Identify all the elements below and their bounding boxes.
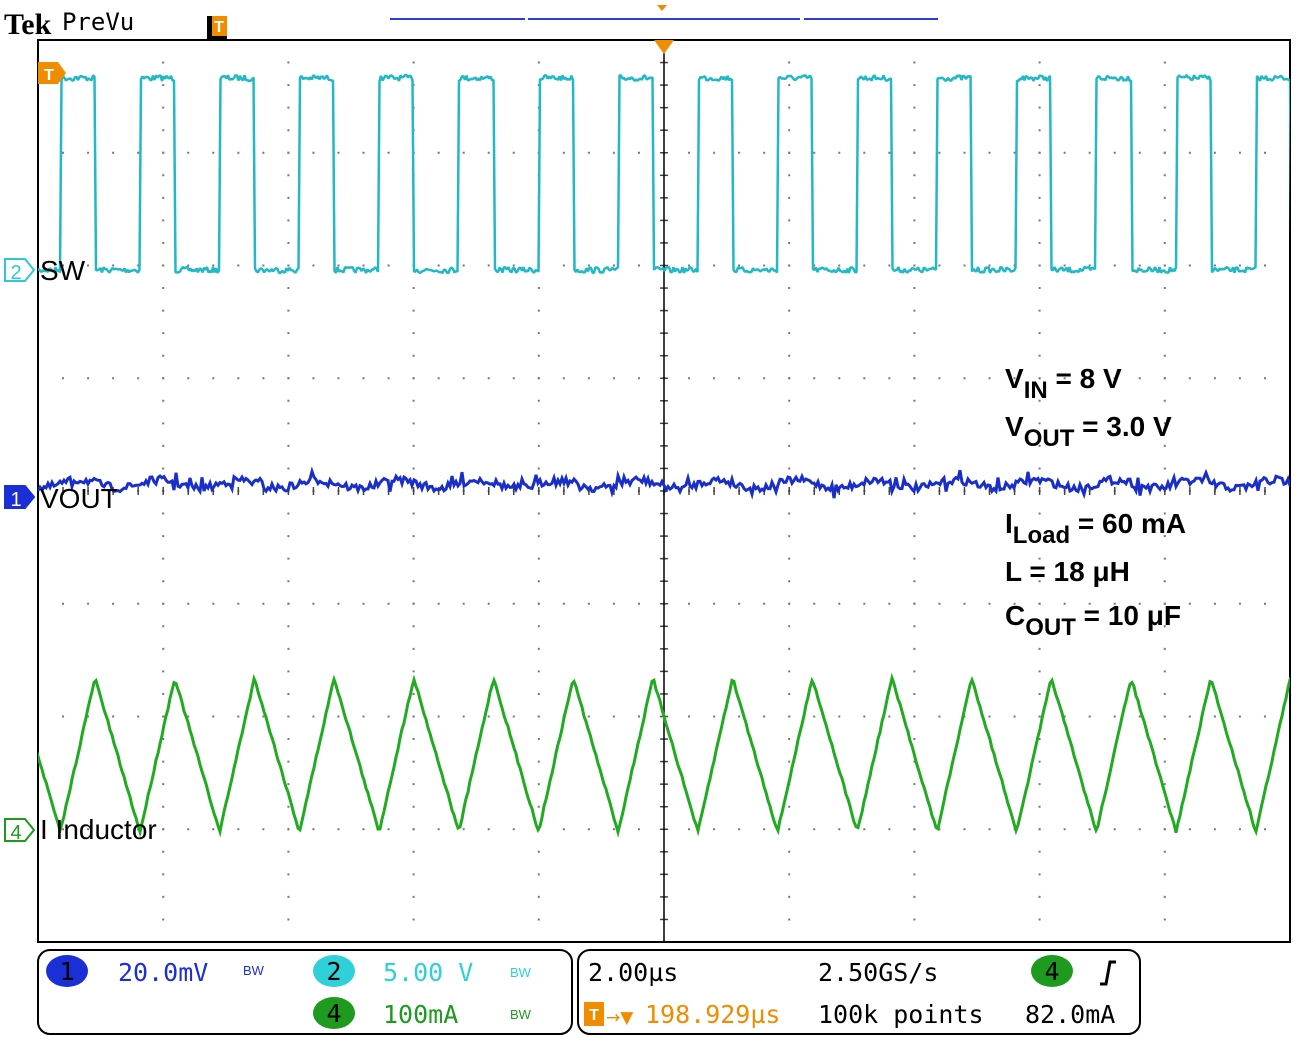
condition-subscript: OUT [1025,614,1076,641]
condition-symbol: C [1005,600,1025,631]
trigger-level: 82.0mA [1025,1000,1115,1029]
brand: Tek [4,8,52,41]
record-trigger-mark [657,5,667,11]
bw-limit: BW [243,963,265,978]
trigger-source: 4 [1044,957,1059,986]
sample-rate: 2.50GS/s [818,958,938,987]
condition-symbol: I [1005,508,1013,539]
scale-value: 20.0mV [118,958,208,987]
condition: COUT = 10 μF [1005,600,1181,641]
ch1-marker-text: 1 [10,489,21,511]
badge-text: 2 [326,957,341,986]
trigger-badge-text: T [214,19,224,36]
trigger-level-text: T [44,67,54,84]
badge-text: 4 [326,999,341,1028]
trigger-pos-arrow: →▼ [606,1008,634,1028]
condition-value: = 10 μF [1076,600,1181,631]
bw-limit: BW [510,1007,532,1022]
ch2-marker-text: 2 [10,262,21,284]
scale-value: 5.00 V [383,958,473,987]
trace-label: SW [40,255,86,286]
condition-value: = 60 mA [1070,508,1186,539]
condition: VIN = 8 V [1005,363,1122,404]
trigger-pos-badge-text: T [589,1007,599,1024]
time-per-div: 2.00µs [588,958,678,987]
trace-label: I Inductor [40,814,157,845]
condition-value: = 18 μH [1022,556,1130,587]
badge-text: 1 [59,957,74,986]
condition: ILoad = 60 mA [1005,508,1186,549]
trigger-position: 198.929µs [645,1000,780,1029]
condition-symbol: V [1005,411,1024,442]
vout-trace [38,470,1292,498]
trigger-position-mark [654,40,674,54]
condition-symbol: V [1005,363,1024,394]
scale-value: 100mA [383,1000,458,1029]
ch4-marker-text: 4 [10,822,21,844]
mode: PreVu [62,8,134,36]
conditions: VIN = 8 VVOUT = 3.0 VILoad = 60 mAL = 18… [1005,363,1186,641]
condition-subscript: IN [1024,377,1048,404]
condition-subscript: Load [1013,522,1070,549]
condition-symbol: L [1005,556,1022,587]
condition: L = 18 μH [1005,556,1130,587]
bw-limit: BW [510,965,532,980]
condition-value: = 3.0 V [1074,411,1172,442]
condition: VOUT = 3.0 V [1005,411,1172,452]
inductor-trace [30,678,1300,833]
condition-subscript: OUT [1024,425,1075,452]
condition-value: = 8 V [1048,363,1122,394]
waveforms [30,75,1300,833]
trace-label: VOUT [40,483,118,514]
record-length: 100k points [818,1000,984,1029]
